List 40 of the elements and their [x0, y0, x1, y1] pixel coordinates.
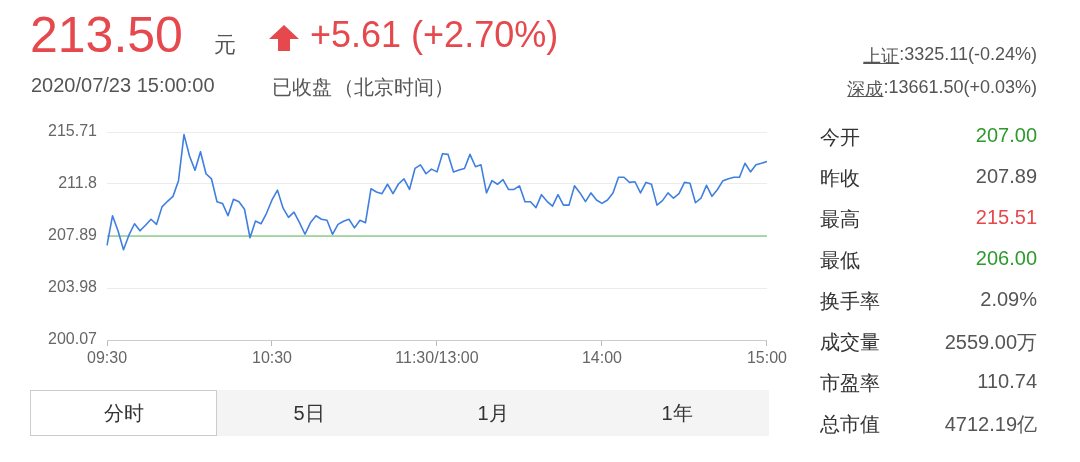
text: 5日 [217, 390, 401, 436]
text: 206.00 [975, 247, 1037, 270]
text: 已收盘 [272, 75, 332, 100]
text: 207.89 [975, 165, 1037, 188]
text: 今开 [820, 125, 860, 150]
y-tick-label: 207.89 [48, 226, 98, 244]
x-tick-label: 09:30 [86, 349, 128, 367]
text: 最高 [820, 207, 860, 232]
text: 207.00 [975, 124, 1037, 147]
text: 成交量 [820, 330, 880, 355]
text: 换手率 [820, 289, 880, 314]
text: 市盈率 [820, 371, 880, 396]
text: +5.61 (+2.70%) [310, 14, 559, 56]
text: 元 [214, 31, 236, 59]
x-tick-label: 15:00 [746, 349, 788, 367]
text: :13661.50(+0.03%) [883, 77, 1037, 98]
text: 4712.19亿 [944, 412, 1037, 437]
text: 最低 [820, 248, 860, 273]
text: 上证 [863, 45, 900, 68]
text: （北京时间） [334, 75, 454, 100]
x-tick-label: 10:30 [251, 349, 293, 367]
chart-title: 213.50 [30, 6, 183, 64]
text: 总市值 [820, 412, 880, 437]
y-tick-label: 200.07 [48, 330, 98, 348]
x-tick-label: 11:30/13:00 [395, 349, 479, 367]
text: 分时 [30, 390, 217, 436]
text: 深成 [847, 78, 884, 101]
text: 1年 [585, 390, 769, 436]
text: 1月 [401, 390, 585, 436]
text: 昨收 [820, 166, 860, 191]
y-tick-label: 211.8 [58, 174, 98, 192]
text: 215.51 [975, 206, 1037, 229]
text: 2559.00万 [944, 330, 1037, 355]
y-tick-label: 203.98 [48, 278, 98, 296]
x-tick-label: 14:00 [581, 349, 623, 367]
y-tick-label: 215.71 [48, 122, 98, 140]
text: 2020/07/23 15:00:00 [31, 74, 215, 97]
text: 110.74 [977, 370, 1037, 393]
text: :3325.11(-0.24%) [899, 44, 1037, 65]
text: 2.09% [980, 288, 1037, 311]
